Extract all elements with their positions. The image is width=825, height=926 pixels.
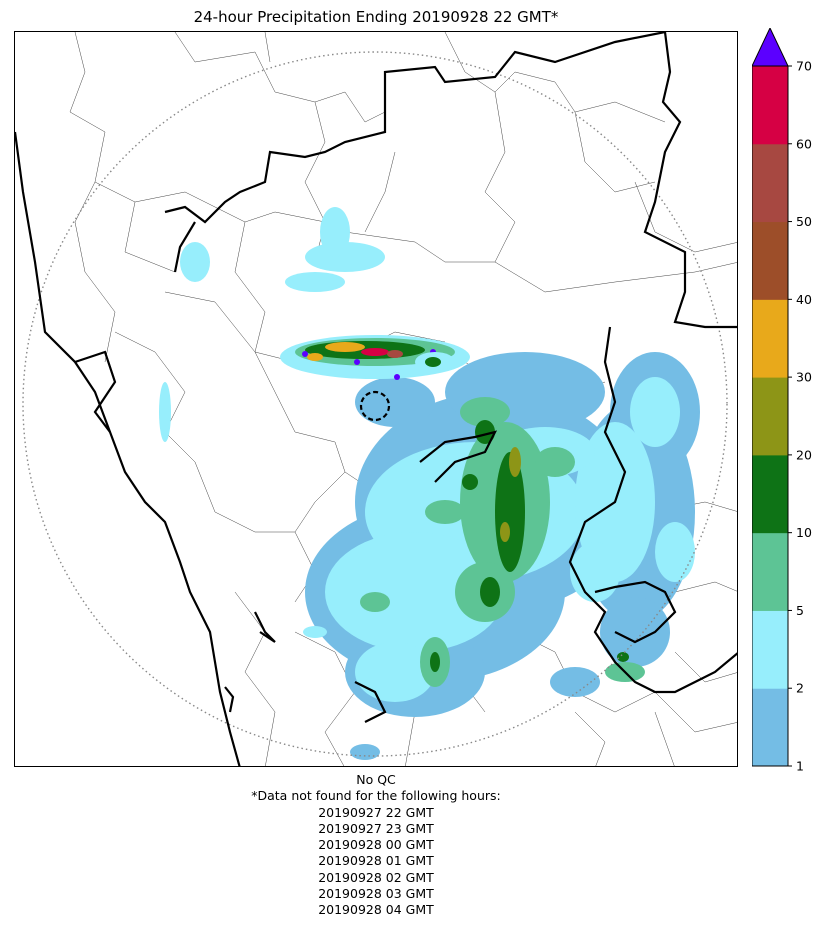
radar-site-ring	[359, 390, 391, 422]
colorbar-tick-label: 30	[796, 370, 812, 385]
colorbar-tick-label: 10	[796, 525, 812, 540]
map-canvas	[15, 32, 737, 766]
colorbar-tick-label: 2	[796, 681, 804, 696]
colorbar-box	[752, 688, 788, 767]
colorbar-boxes	[752, 66, 788, 767]
colorbar-tick-label: 70	[796, 59, 812, 74]
missing-hour: 20190927 22 GMT	[318, 804, 434, 820]
colorbar-tick-label: 5	[796, 603, 804, 618]
missing-hour: 20190928 04 GMT	[318, 902, 434, 918]
footnotes: No QC *Data not found for the following …	[14, 772, 738, 919]
missing-hour: 20190928 00 GMT	[318, 837, 434, 853]
radar-map	[14, 31, 738, 767]
colorbar-tick-label: 50	[796, 214, 812, 229]
colorbar-box	[752, 377, 788, 456]
colorbar-box	[752, 143, 788, 223]
map-title: 24-hour Precipitation Ending 20190928 22…	[193, 8, 559, 26]
colorbar-box	[752, 532, 788, 611]
colorbar-tick-label: 1	[796, 759, 804, 773]
colorbar: 1 2 5 10 20 30 40 50 60 70	[752, 28, 812, 772]
state-boundaries	[15, 32, 737, 766]
colorbar-tick-label: 40	[796, 292, 812, 307]
colorbar-box	[752, 299, 788, 378]
colorbar-tick-label: 20	[796, 447, 812, 462]
colorbar-tick-labels: 1 2 5 10 20 30 40 50 60 70	[788, 59, 812, 773]
colorbar-outline	[752, 65, 789, 767]
missing-hour: 20190927 23 GMT	[318, 820, 434, 836]
colorbar-box	[752, 221, 788, 300]
colorbar-overflow-triangle	[752, 28, 789, 67]
radar-range-ring	[22, 51, 728, 757]
colorbar-box	[752, 610, 788, 689]
colorbar-box	[752, 66, 788, 145]
colorbar-tick-label: 60	[796, 136, 812, 151]
missing-data-header: *Data not found for the following hours:	[251, 788, 501, 804]
missing-hour: 20190928 03 GMT	[318, 886, 434, 902]
qc-note: No QC	[356, 772, 396, 787]
precipitation-field	[159, 207, 700, 760]
colorbar-box	[752, 454, 788, 534]
missing-hour: 20190928 01 GMT	[318, 853, 434, 869]
missing-hour: 20190928 02 GMT	[318, 869, 434, 885]
